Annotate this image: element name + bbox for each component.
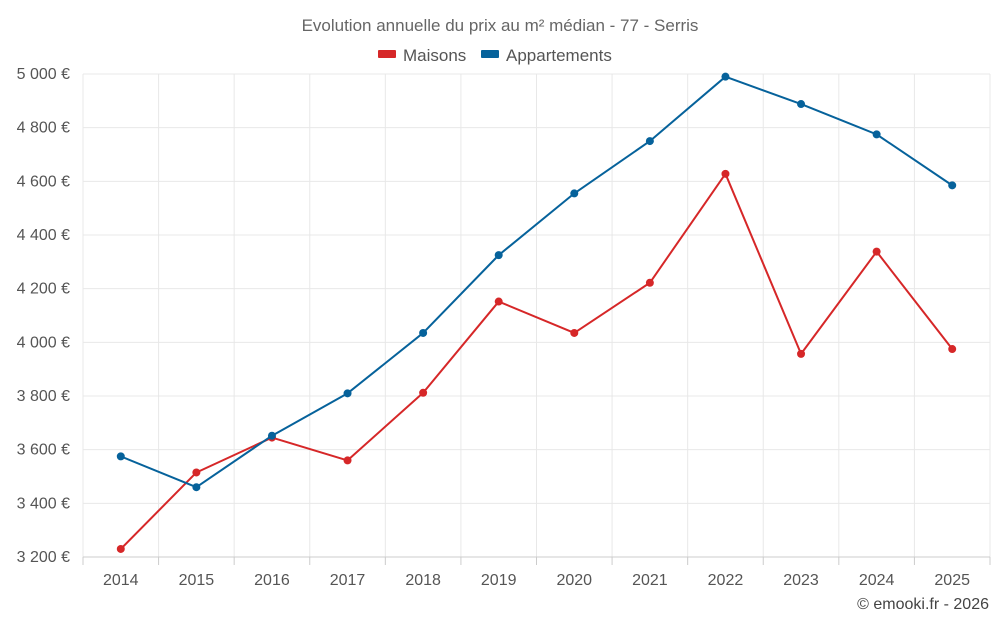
data-point-appartements[interactable] [343,389,352,398]
data-point-maisons[interactable] [343,456,352,465]
series [116,72,957,553]
series-appartements [116,72,957,492]
x-tick-label: 2022 [708,572,744,589]
x-tick-label: 2021 [632,572,668,589]
data-point-maisons[interactable] [645,278,654,287]
axes: 3 200 € 3 400 € 3 600 € 3 800 € 4 000 € 4 200… [17,66,991,589]
y-tick-label: 4 000 € [17,334,70,351]
x-tick-label: 2017 [330,572,366,589]
data-point-maisons[interactable] [192,468,201,477]
x-tick-label: 2020 [556,572,592,589]
x-tick-label: 2025 [934,572,970,589]
legend: Maisons Appartements [378,46,612,65]
y-tick-label: 5 000 € [17,66,70,83]
data-point-maisons[interactable] [419,388,428,397]
legend-item-appartements[interactable]: Appartements [481,46,612,65]
y-tick-label: 3 400 € [17,495,70,512]
y-tick-label: 3 600 € [17,442,70,459]
y-tick-label: 4 200 € [17,281,70,298]
credit-text: © emooki.fr - 2026 [857,596,989,613]
x-tick-label: 2024 [859,572,895,589]
data-point-appartements[interactable] [872,130,881,139]
grid [82,73,991,558]
data-point-maisons[interactable] [570,328,579,337]
legend-label-appartements: Appartements [506,46,612,65]
legend-swatch-appartements [481,50,499,58]
data-point-maisons[interactable] [721,169,730,178]
x-tick-label: 2023 [783,572,819,589]
data-point-appartements[interactable] [267,431,276,440]
data-point-maisons[interactable] [948,345,957,354]
data-point-appartements[interactable] [948,181,957,190]
series-line-appartements [120,75,953,489]
data-point-appartements[interactable] [192,483,201,492]
y-tick-label: 4 800 € [17,120,70,137]
legend-label-maisons: Maisons [403,46,466,65]
y-tick-label: 3 200 € [17,549,70,566]
data-point-appartements[interactable] [797,100,806,109]
data-point-appartements[interactable] [645,137,654,146]
data-point-appartements[interactable] [419,328,428,337]
y-tick-label: 4 400 € [17,227,70,244]
legend-swatch-maisons [378,50,396,58]
x-tick-label: 2014 [103,572,139,589]
data-point-maisons[interactable] [494,297,503,306]
data-point-maisons[interactable] [116,544,125,553]
data-point-appartements[interactable] [570,189,579,198]
x-tick-label: 2015 [179,572,215,589]
y-tick-label: 3 800 € [17,388,70,405]
data-point-maisons[interactable] [872,247,881,256]
data-point-appartements[interactable] [721,72,730,81]
chart-title: Evolution annuelle du prix au m² médian … [302,16,699,35]
data-point-appartements[interactable] [116,452,125,461]
data-point-appartements[interactable] [494,251,503,260]
x-tick-label: 2016 [254,572,290,589]
data-point-maisons[interactable] [797,349,806,358]
x-tick-label: 2018 [405,572,441,589]
x-tick-label: 2019 [481,572,517,589]
legend-item-maisons[interactable]: Maisons [378,46,466,65]
y-tick-label: 4 600 € [17,173,70,190]
